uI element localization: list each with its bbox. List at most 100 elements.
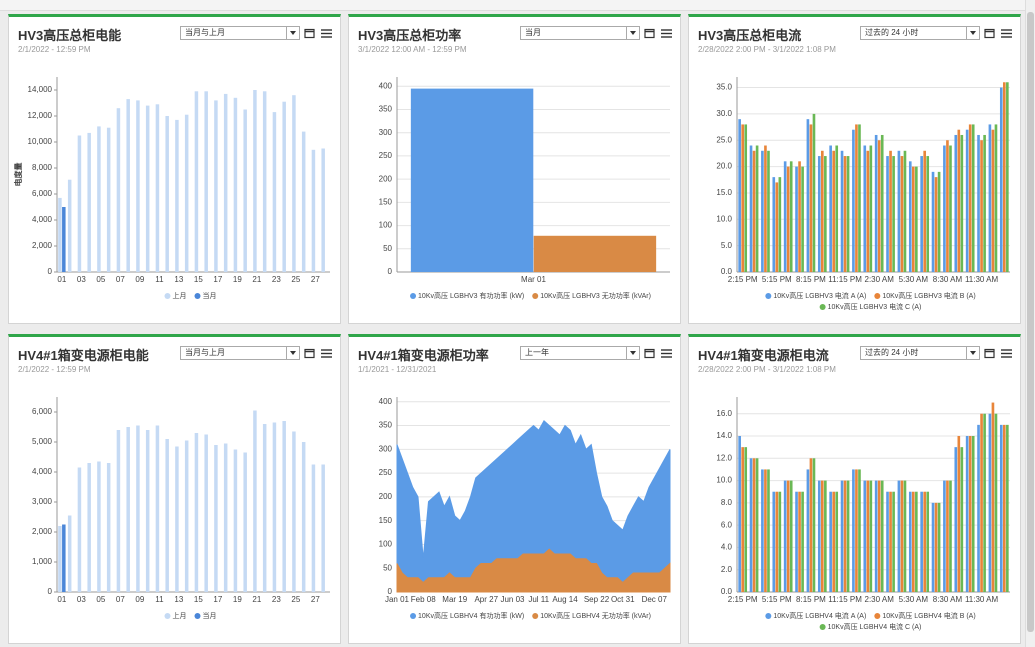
legend-label: 10Kv高压 LGBHV4 电流 A (A): [773, 611, 866, 620]
bar: [903, 150, 907, 272]
legend-item[interactable]: 10Kv高压 LGBHV3 无功功率 (kVAr): [532, 291, 651, 300]
legend-item[interactable]: 上月: [164, 611, 187, 620]
icons[interactable]: [304, 28, 334, 40]
icons[interactable]: [984, 348, 1014, 360]
period-select[interactable]: 上一年: [520, 346, 640, 360]
period-select[interactable]: 当月: [520, 26, 640, 40]
bar: [155, 104, 160, 272]
bar: [772, 491, 776, 592]
dropdown-arrow: [626, 27, 639, 39]
legend-item[interactable]: 10Kv高压 LGBHV3 有功功率 (kW): [410, 291, 524, 300]
legend-marker: [164, 293, 171, 299]
legend-item[interactable]: 10Kv高压 LGBHV4 有功功率 (kW): [410, 611, 524, 620]
icons[interactable]: [984, 28, 1014, 40]
x-tick-label: 11: [155, 275, 164, 284]
bar: [994, 124, 998, 272]
legend-item[interactable]: 10Kv高压 LGBHV3 电流 C (A): [819, 302, 922, 311]
y-tick-label: 20.0: [716, 162, 732, 171]
bar: [752, 150, 756, 272]
legend-marker: [194, 613, 201, 619]
x-tick-label: 17: [213, 275, 222, 284]
x-tick-label: 23: [272, 275, 281, 284]
legend-label: 10Kv高压 LGBHV3 电流 C (A): [828, 302, 922, 311]
bar: [812, 458, 816, 592]
bar: [783, 161, 787, 272]
x-tick-label: 19: [233, 275, 242, 284]
legend-item[interactable]: 10Kv高压 LGBHV4 电流 C (A): [819, 622, 922, 631]
panel-icons: [984, 347, 1014, 365]
y-tick-label: 150: [379, 516, 393, 525]
bar: [915, 491, 918, 592]
x-tick-label: Oct 31: [611, 595, 635, 604]
period-select-text: 当月与上月: [185, 28, 225, 37]
legend-item[interactable]: 10Kv高压 LGBHV3 电流 A (A): [765, 291, 866, 300]
x-tick-label: Dec 07: [642, 595, 668, 604]
x-tick-label: 09: [135, 275, 144, 284]
bar: [58, 526, 62, 592]
bar: [184, 114, 189, 272]
panel-icons: [304, 27, 334, 45]
y-tick-label: 100: [379, 540, 393, 549]
legend-item[interactable]: 10Kv高压 LGBHV4 电流 B (A): [874, 611, 976, 620]
bar: [820, 150, 824, 272]
bar: [900, 480, 904, 592]
y-tick-label: 4.0: [721, 543, 733, 552]
legend-item[interactable]: 10Kv高压 LGBHV4 无功功率 (kVAr): [532, 611, 651, 620]
x-tick-label: Jul 11: [528, 595, 549, 604]
y-tick-label: 0: [48, 267, 53, 276]
scrollbar[interactable]: [1025, 0, 1035, 647]
legend-item[interactable]: 当月: [194, 291, 217, 300]
bar: [949, 145, 952, 272]
bar: [960, 447, 964, 592]
period-select[interactable]: 过去的 24 小时: [860, 26, 980, 40]
bar: [897, 150, 901, 272]
panel-subtitle: 2/28/2022 2:00 PM - 3/1/2022 1:08 PM: [698, 365, 836, 374]
bar: [223, 443, 228, 592]
legend-marker: [765, 293, 772, 299]
icons[interactable]: [644, 28, 674, 40]
chart-panel: HV4#1箱变电源柜电流 2/28/2022 2:00 PM - 3/1/2022…: [688, 334, 1021, 644]
legend-item[interactable]: 上月: [164, 291, 187, 300]
y-tick-label: 10,000: [28, 137, 53, 146]
x-tick-label: 15: [194, 275, 203, 284]
y-tick-label: 50: [383, 244, 392, 253]
period-select[interactable]: 当月与上月: [180, 346, 300, 360]
x-tick-label: 15: [194, 595, 203, 604]
bar: [965, 436, 969, 592]
legend-marker: [874, 293, 881, 299]
y-tick-label: 5.0: [721, 241, 733, 250]
legend-label: 10Kv高压 LGBHV4 无功功率 (kVAr): [540, 611, 651, 620]
period-select[interactable]: 当月与上月: [180, 26, 300, 40]
bar: [858, 469, 861, 592]
bar: [931, 171, 935, 272]
x-tick-label: 05: [96, 275, 105, 284]
bar: [889, 491, 892, 592]
area: [396, 419, 671, 593]
bar: [533, 235, 657, 272]
x-tick-label: 27: [311, 275, 320, 284]
panel-title: HV3高压总柜电流: [698, 28, 802, 43]
y-tick-label: 14,000: [28, 85, 53, 94]
bar: [204, 91, 208, 272]
bar: [988, 413, 992, 592]
x-tick-label: 2:30 AM: [865, 275, 895, 284]
bar: [957, 436, 961, 592]
period-select-text: 上一年: [525, 348, 549, 357]
legend-item[interactable]: 当月: [194, 611, 217, 620]
icons[interactable]: [644, 348, 674, 360]
period-select-text: 当月与上月: [185, 348, 225, 357]
period-select[interactable]: 过去的 24 小时: [860, 346, 980, 360]
legend-item[interactable]: 10Kv高压 LGBHV3 电流 B (A): [874, 291, 976, 300]
legend-item[interactable]: 10Kv高压 LGBHV4 电流 A (A): [765, 611, 866, 620]
bar: [184, 440, 189, 592]
x-tick-label: 8:30 AM: [933, 275, 963, 284]
icons[interactable]: [304, 348, 334, 360]
bar: [820, 480, 824, 592]
y-tick-label: 400: [379, 81, 393, 90]
bar: [886, 156, 889, 272]
y-tick-label: 5,000: [32, 437, 53, 446]
x-tick-label: 2:15 PM: [728, 275, 758, 284]
bar: [97, 461, 101, 592]
scroll-thumb[interactable]: [1027, 12, 1034, 632]
x-tick-label: 07: [116, 595, 125, 604]
